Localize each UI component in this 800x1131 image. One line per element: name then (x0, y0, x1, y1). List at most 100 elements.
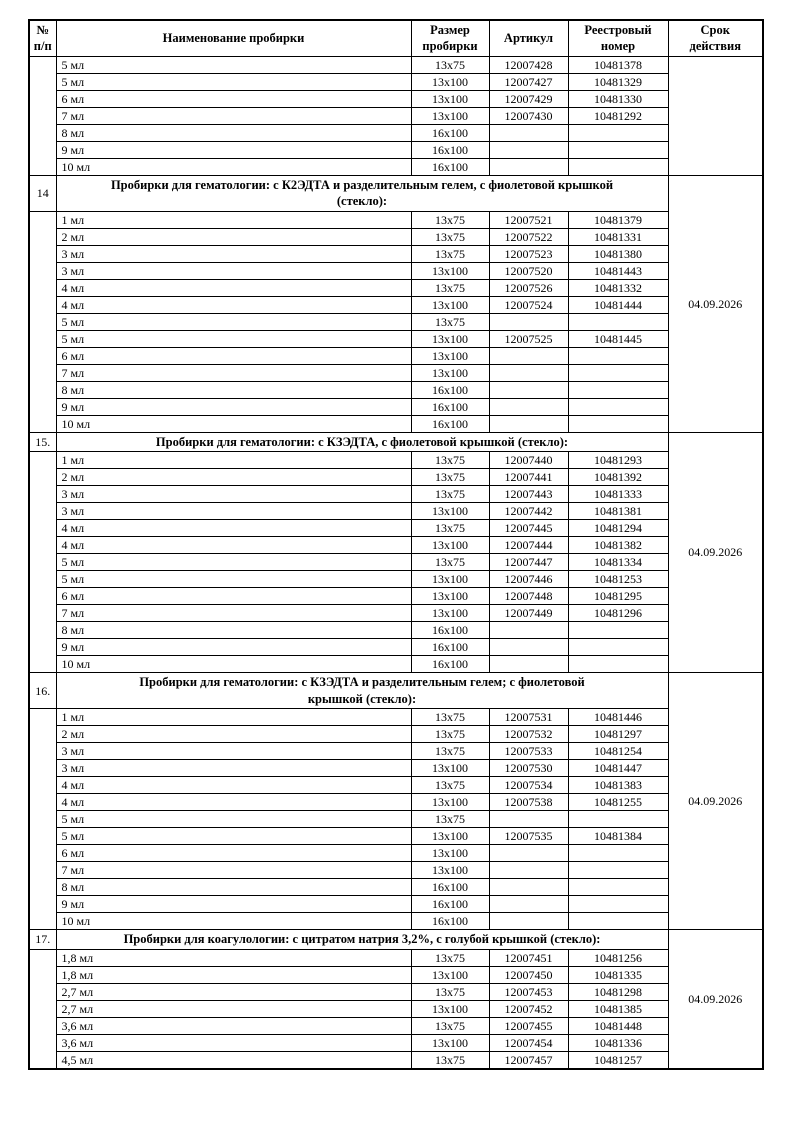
cell-size: 13x100 (410, 587, 490, 605)
cell-article (488, 844, 569, 862)
table-row: 3 мл 13x75 12007443 10481333 (29, 485, 763, 503)
cell-article (488, 414, 569, 433)
table-row: 4 мл 13x100 12007444 10481382 (29, 536, 763, 554)
cell-name: 4,5 мл (55, 1050, 412, 1069)
product-table: № п/п Наименование пробирки Размер проби… (28, 19, 764, 1070)
cell-article: 12007524 (488, 295, 569, 314)
cell-registry: 10481446 (567, 708, 669, 726)
cell-registry: 10481445 (567, 329, 669, 348)
table-row: 1 мл 13x75 12007531 10481446 (28, 708, 763, 930)
table-row: 3,6 мл 13x75 12007455 10481448 (29, 1016, 763, 1035)
section-title: Пробирки для гематологии: с КЗЭДТА, с фи… (55, 431, 669, 452)
section-number-spacer (28, 948, 57, 1069)
cell-size: 13x75 (410, 725, 490, 743)
section-title-row: 15. Пробирки для гематологии: с КЗЭДТА, с… (28, 431, 764, 673)
table-header: № п/п Наименование пробирки Размер проби… (28, 19, 764, 57)
cell-size: 13x75 (410, 948, 490, 967)
cell-article: 12007427 (488, 72, 569, 91)
table-row: 3 мл 13x100 12007520 10481443 (29, 261, 763, 280)
cell-registry: 10481385 (567, 999, 669, 1018)
cell-name: 3 мл (55, 261, 412, 280)
table-row: 5 мл 13x75 12007447 10481334 (29, 553, 763, 571)
cell-size: 13x100 (410, 261, 490, 280)
cell-name: 8 мл (55, 878, 412, 896)
cell-registry (567, 810, 669, 828)
cell-article: 12007535 (488, 827, 569, 845)
cell-registry: 10481335 (567, 965, 669, 984)
cell-name: 4 мл (55, 776, 412, 794)
cell-name: 5 мл (55, 72, 412, 91)
cell-article (488, 380, 569, 399)
cell-size: 16x100 (410, 380, 490, 399)
cell-size: 16x100 (410, 878, 490, 896)
table-row: 4 мл 13x100 12007538 10481255 (29, 793, 763, 811)
table-row: 7 мл 13x100 (29, 363, 763, 382)
cell-article: 12007444 (488, 536, 569, 554)
cell-article: 12007448 (488, 587, 569, 605)
cell-name: 2 мл (55, 468, 412, 486)
table-row: 4 мл 13x75 12007445 10481294 (29, 519, 763, 537)
cell-name: 4 мл (55, 519, 412, 537)
cell-registry: 10481334 (567, 553, 669, 571)
section-number: 16. (28, 672, 57, 709)
cell-size: 13x100 (410, 502, 490, 520)
cell-registry: 10481254 (567, 742, 669, 760)
table-row: 8 мл 16x100 (29, 621, 763, 639)
table-row: 1,8 мл 13x75 12007451 10481256 (28, 948, 763, 1069)
cell-name: 4 мл (55, 536, 412, 554)
cell-size: 13x75 (410, 278, 490, 297)
cell-name: 8 мл (55, 123, 412, 142)
cell-size: 16x100 (410, 655, 490, 673)
column-header-article: Артикул (488, 19, 569, 57)
cell-name: 2,7 мл (55, 999, 412, 1018)
cell-article: 12007453 (488, 982, 569, 1001)
cell-size: 16x100 (410, 895, 490, 913)
cell-registry: 10481333 (567, 485, 669, 503)
cell-name: 6 мл (55, 844, 412, 862)
table-row: 8 мл 16x100 (29, 123, 763, 142)
cell-name: 10 мл (55, 157, 412, 176)
cell-name: 6 мл (55, 89, 412, 108)
section-title-row: 14 Пробирки для гематологии: с К2ЭДТА и р… (28, 174, 764, 433)
cell-article: 12007538 (488, 793, 569, 811)
cell-name: 3,6 мл (55, 1016, 412, 1035)
cell-registry (567, 861, 669, 879)
cell-name: 4 мл (55, 295, 412, 314)
cell-registry (567, 123, 669, 142)
cell-size: 13x100 (410, 346, 490, 365)
cell-article: 12007440 (488, 451, 569, 469)
cell-name: 6 мл (55, 346, 412, 365)
cell-name: 1 мл (55, 210, 412, 229)
cell-size: 13x100 (410, 999, 490, 1018)
table-row: 9 мл 16x100 (29, 397, 763, 416)
cell-size: 13x100 (410, 965, 490, 984)
column-header-number: № п/п (28, 19, 57, 57)
table-body: 5 мл 13x75 12007428 10481378 5 мл 13x100 12007… (28, 55, 764, 1069)
cell-registry (567, 844, 669, 862)
cell-registry: 10481447 (567, 759, 669, 777)
cell-article (488, 157, 569, 176)
cell-size: 13x75 (410, 451, 490, 469)
cell-registry (567, 638, 669, 656)
table-row: 10 мл 16x100 (29, 414, 763, 433)
cell-article: 12007521 (488, 210, 569, 229)
cell-size: 13x100 (410, 363, 490, 382)
header-row: № п/п Наименование пробирки Размер проби… (28, 19, 764, 57)
cell-registry (567, 312, 669, 331)
cell-article: 12007441 (488, 468, 569, 486)
cell-size: 13x75 (410, 468, 490, 486)
table-row: 7 мл 13x100 (29, 861, 763, 879)
cell-name: 9 мл (55, 638, 412, 656)
table-row: 8 мл 16x100 (29, 380, 763, 399)
cell-article: 12007443 (488, 485, 569, 503)
section-title-row: 16. Пробирки для гематологии: с КЗЭДТА и … (28, 672, 764, 930)
cell-name: 5 мл (55, 312, 412, 331)
cell-registry: 10481292 (567, 106, 669, 125)
cell-article: 12007429 (488, 89, 569, 108)
cell-size: 13x75 (410, 519, 490, 537)
cell-size: 13x75 (410, 708, 490, 726)
cell-registry: 10481392 (567, 468, 669, 486)
cell-size: 13x75 (410, 210, 490, 229)
cell-article: 12007520 (488, 261, 569, 280)
cell-article (488, 621, 569, 639)
